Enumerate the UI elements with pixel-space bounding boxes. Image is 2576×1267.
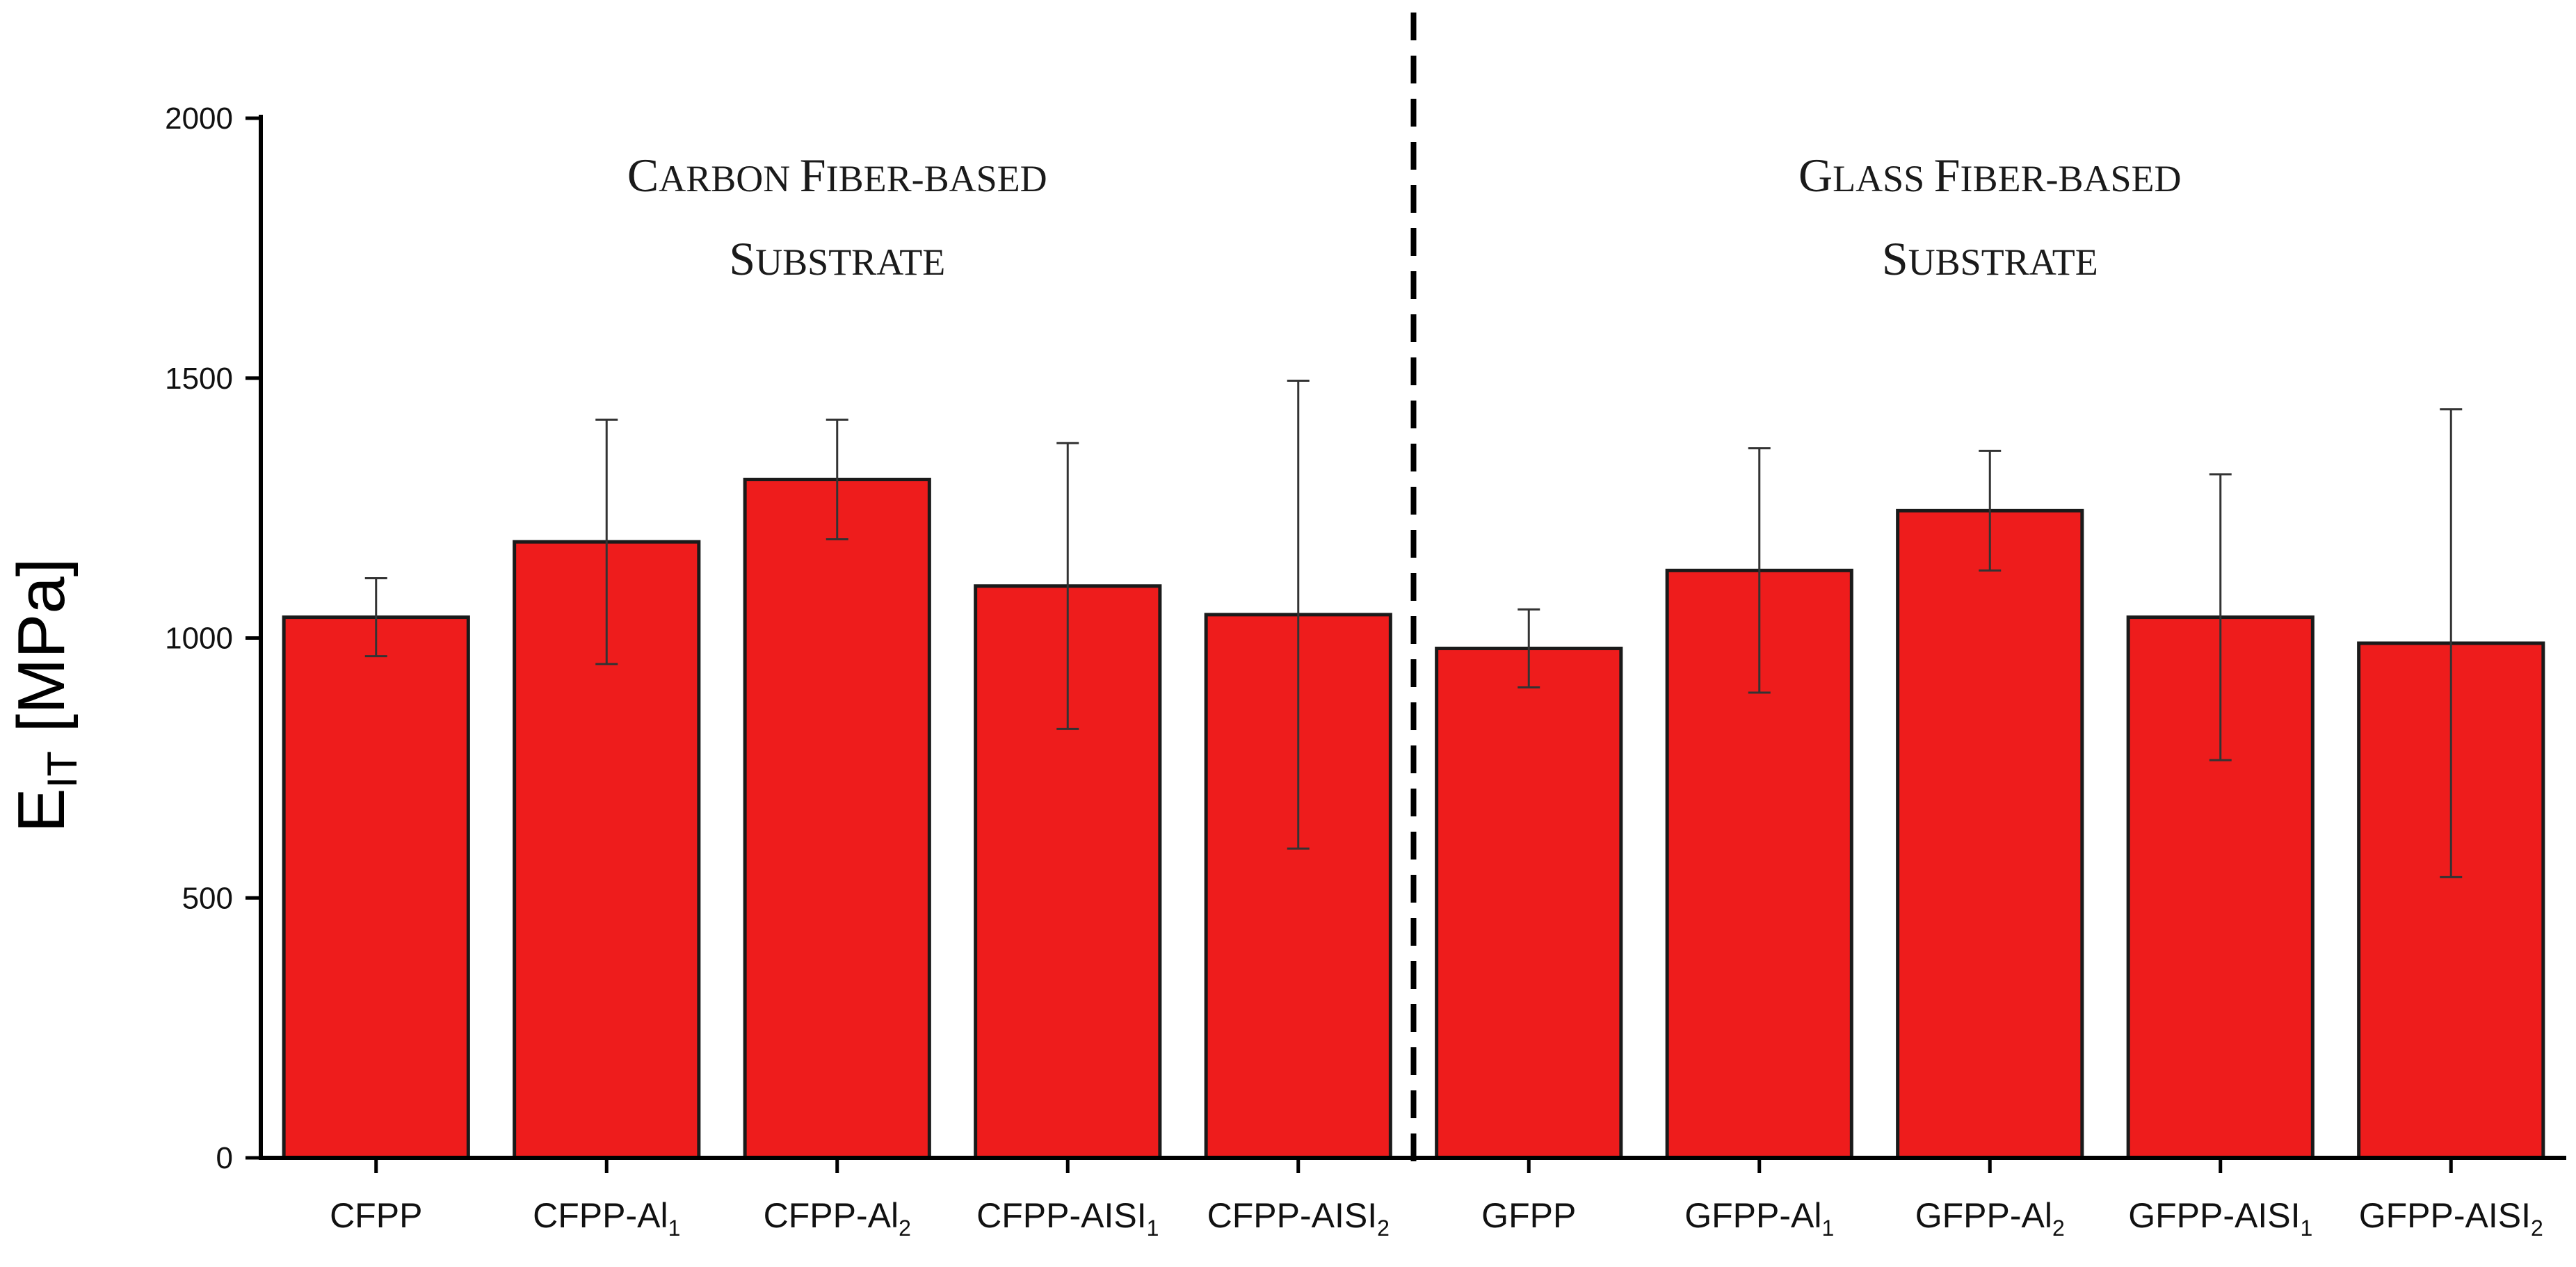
group-title-part: IBER-BASED xyxy=(1960,158,2181,200)
x-tick-label-subscript: 2 xyxy=(2531,1216,2543,1241)
y-tick-label: 2000 xyxy=(165,102,233,136)
x-tick-label-base: GFPP-AISI xyxy=(2359,1196,2531,1235)
error-bars-layer xyxy=(364,379,2463,878)
group-title-part: C xyxy=(627,149,659,202)
y-axis-label: EIT [MPa] xyxy=(4,558,86,833)
group-title-part: S xyxy=(729,232,755,285)
x-tick-label-base: GFPP-Al xyxy=(1915,1196,2052,1235)
x-tick-label-base: CFPP-Al xyxy=(764,1196,899,1235)
x-tick-label-CFPP-Al1: CFPP-Al1 xyxy=(533,1196,680,1241)
error-bar-GFPP-Al1 xyxy=(1748,447,1771,694)
error-bar-GFPP xyxy=(1518,608,1540,689)
group-title-part: LASS xyxy=(1833,158,1934,200)
x-tick-label-GFPP-Al1: GFPP-Al1 xyxy=(1684,1196,1834,1241)
x-tick-label-subscript: 2 xyxy=(2052,1216,2065,1241)
error-bar-GFPP-AISI1 xyxy=(2209,473,2232,761)
x-tick-label-subscript: 1 xyxy=(668,1216,681,1241)
y-tick-label: 1500 xyxy=(165,362,233,396)
bars-layer xyxy=(282,478,2545,1160)
y-axis-label-units: [MPa] xyxy=(4,558,79,751)
bar-CFPP xyxy=(282,615,470,1160)
x-tick-label-subscript: 2 xyxy=(1377,1216,1390,1241)
group-title-part: F xyxy=(800,149,826,202)
group-title-part: S xyxy=(1882,232,1908,285)
x-tick-label-base: CFPP-AISI xyxy=(976,1196,1146,1235)
x-tick-label-CFPP-AISI1: CFPP-AISI1 xyxy=(976,1196,1159,1241)
x-tick-label-CFPP-Al2: CFPP-Al2 xyxy=(764,1196,911,1241)
x-tick-label-base: CFPP xyxy=(330,1196,422,1235)
group-title-part: UBSTRATE xyxy=(755,241,945,283)
group-title-1-line-1: GLASS FIBER-BASED xyxy=(1798,149,2182,202)
group-title-0-line-2: SUBSTRATE xyxy=(729,232,945,285)
bar-GFPP xyxy=(1435,646,1623,1160)
x-tick-label-GFPP-AISI2: GFPP-AISI2 xyxy=(2359,1196,2543,1241)
x-tick-label-base: GFPP xyxy=(1481,1196,1576,1235)
group-title-part: F xyxy=(1934,149,1961,202)
x-tick-label-CFPP: CFPP xyxy=(330,1196,422,1235)
error-bar-GFPP-AISI2 xyxy=(2440,408,2463,878)
x-tick-label-GFPP: GFPP xyxy=(1481,1196,1576,1235)
error-bar-CFPP-AISI1 xyxy=(1056,442,1079,730)
x-tick-label-CFPP-AISI2: CFPP-AISI2 xyxy=(1207,1196,1390,1241)
x-tick-label-GFPP-AISI1: GFPP-AISI1 xyxy=(2128,1196,2312,1241)
y-ticks: 0 500 1000 1500 2000 xyxy=(165,102,261,1175)
x-tick-label-base: CFPP-Al xyxy=(533,1196,668,1235)
error-bar-CFPP-AISI2 xyxy=(1287,379,1310,850)
error-bar-CFPP-Al1 xyxy=(595,419,618,665)
y-tick-label: 1000 xyxy=(165,622,233,656)
x-tick-label-subscript: 2 xyxy=(899,1216,911,1241)
x-tick-label-base: GFPP-AISI xyxy=(2128,1196,2300,1235)
y-axis-label-main: E xyxy=(4,788,79,832)
group-title-1-line-2: SUBSTRATE xyxy=(1882,232,2098,285)
error-bar-CFPP xyxy=(364,577,387,658)
y-axis-label-subscript: IT xyxy=(39,751,86,788)
y-tick-label: 500 xyxy=(182,881,233,915)
bar-CFPP-Al2 xyxy=(743,478,931,1160)
x-tick-label-base: GFPP-Al xyxy=(1684,1196,1821,1235)
error-bar-GFPP-Al2 xyxy=(1979,449,2002,572)
group-title-0-line-1: CARBON FIBER-BASED xyxy=(627,149,1047,202)
group-title-part: UBSTRATE xyxy=(1908,241,2098,283)
error-bar-CFPP-Al2 xyxy=(826,419,848,540)
y-tick-label: 0 xyxy=(216,1141,233,1175)
x-tick-label-subscript: 1 xyxy=(2300,1216,2312,1241)
x-tick-label-base: CFPP-AISI xyxy=(1207,1196,1377,1235)
group-title-part: G xyxy=(1798,149,1833,202)
x-ticks: CFPP CFPP-Al1 CFPP-Al2 CFPP-AISI1 CFPP-AISI2… xyxy=(330,1158,2543,1241)
x-tick-label-subscript: 1 xyxy=(1147,1216,1159,1241)
group-title-part: ARBON xyxy=(659,158,800,200)
bar-GFPP-Al2 xyxy=(1896,508,2084,1160)
x-tick-label-subscript: 1 xyxy=(1821,1216,1834,1241)
group-title-part: IBER-BASED xyxy=(826,158,1047,200)
x-tick-label-GFPP-Al2: GFPP-Al2 xyxy=(1915,1196,2065,1241)
